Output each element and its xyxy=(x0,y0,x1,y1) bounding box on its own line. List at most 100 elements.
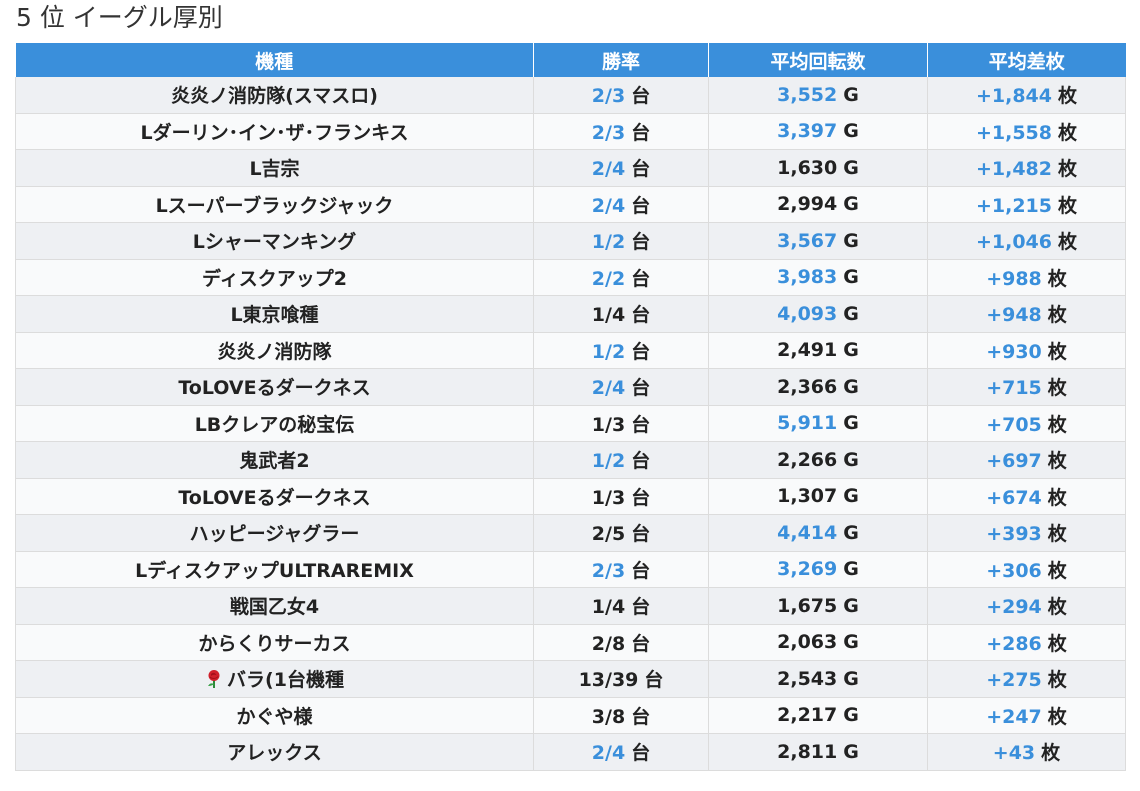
table-row[interactable]: 炎炎ノ消防隊 1/2 台 2,491 G +930 枚 xyxy=(15,332,1126,369)
win-rate-cell: 2/4 台 xyxy=(533,368,709,406)
table-row[interactable]: ディスクアップ2 2/2 台 3,983 G +988 枚 xyxy=(15,259,1126,296)
avg-diff-cell: +697 枚 xyxy=(927,441,1126,479)
header-model[interactable]: 機種 xyxy=(15,43,534,77)
avg-diff-value: +1,215 xyxy=(975,194,1052,217)
avg-spins-unit: G xyxy=(843,302,859,325)
win-rate-value: 2/4 xyxy=(591,377,626,400)
avg-diff-cell: +1,558 枚 xyxy=(927,113,1126,150)
avg-spins-cell: 1,307 G xyxy=(708,478,928,515)
win-rate-value: 2/8 xyxy=(591,632,626,655)
table-row[interactable]: バラ(1台機種 13/39 台 2,543 G +275 枚 xyxy=(15,660,1126,698)
model-name[interactable]: L東京喰種 xyxy=(230,304,319,327)
model-name[interactable]: アレックス xyxy=(227,742,322,765)
win-rate-value: 1/2 xyxy=(591,231,626,254)
win-rate-unit: 台 xyxy=(631,559,651,582)
model-name[interactable]: ToLOVEるダークネス xyxy=(178,377,371,400)
avg-spins-cell: 3,983 G xyxy=(708,259,928,296)
model-name[interactable]: ハッピージャグラー xyxy=(189,523,360,546)
win-rate-unit: 台 xyxy=(631,340,651,363)
header-avg-spins[interactable]: 平均回転数 xyxy=(708,43,928,77)
model-name[interactable]: Lダーリン･イン･ザ･フランキス xyxy=(140,121,409,144)
avg-diff-unit: 枚 xyxy=(1047,340,1067,363)
model-name[interactable]: からくりサーカス xyxy=(198,632,351,655)
avg-diff-value: +715 xyxy=(986,377,1042,400)
model-name[interactable]: 炎炎ノ消防隊 xyxy=(217,340,332,363)
avg-spins-cell: 2,217 G xyxy=(708,697,928,734)
model-name[interactable]: 戦国乙女4 xyxy=(229,596,320,619)
model-name[interactable]: Lスーパーブラックジャック xyxy=(155,194,394,217)
model-name[interactable]: バラ(1台機種 xyxy=(227,669,344,692)
header-win-rate[interactable]: 勝率 xyxy=(533,43,709,77)
win-rate-cell: 1/2 台 xyxy=(533,222,709,260)
model-name[interactable]: 炎炎ノ消防隊(スマスロ) xyxy=(171,85,378,108)
avg-spins-cell: 2,811 G xyxy=(708,733,928,771)
avg-spins-cell: 3,567 G xyxy=(708,222,928,260)
table-row[interactable]: ToLOVEるダークネス 1/3 台 1,307 G +674 枚 xyxy=(15,478,1126,515)
table-row[interactable]: 戦国乙女4 1/4 台 1,675 G +294 枚 xyxy=(15,587,1126,625)
win-rate-unit: 台 xyxy=(631,523,651,546)
model-name-cell: LBクレアの秘宝伝 xyxy=(15,405,534,442)
win-rate-cell: 1/2 台 xyxy=(533,332,709,369)
model-name-cell: LディスクアップULTRAREMIX xyxy=(15,551,534,588)
model-name[interactable]: L吉宗 xyxy=(249,158,300,181)
avg-diff-value: +930 xyxy=(986,340,1042,363)
header-avg-diff[interactable]: 平均差枚 xyxy=(927,43,1126,77)
table-row[interactable]: アレックス 2/4 台 2,811 G +43 枚 xyxy=(15,733,1126,771)
model-name[interactable]: かぐや様 xyxy=(236,705,313,728)
win-rate-cell: 1/4 台 xyxy=(533,587,709,625)
avg-spins-value: 2,063 xyxy=(777,631,838,654)
win-rate-unit: 台 xyxy=(631,450,651,473)
model-name[interactable]: ToLOVEるダークネス xyxy=(178,486,371,509)
win-rate-value: 2/3 xyxy=(591,559,626,582)
avg-diff-cell: +988 枚 xyxy=(927,259,1126,296)
win-rate-unit: 台 xyxy=(631,304,651,327)
model-name[interactable]: LBクレアの秘宝伝 xyxy=(194,413,355,436)
win-rate-value: 2/4 xyxy=(591,194,626,217)
avg-spins-value: 3,567 xyxy=(777,229,838,252)
win-rate-cell: 2/3 台 xyxy=(533,113,709,150)
table-row[interactable]: 炎炎ノ消防隊(スマスロ) 2/3 台 3,552 G +1,844 枚 xyxy=(15,77,1126,114)
win-rate-unit: 台 xyxy=(631,596,651,619)
model-name[interactable]: ディスクアップ2 xyxy=(202,267,347,290)
win-rate-cell: 2/4 台 xyxy=(533,149,709,187)
avg-diff-unit: 枚 xyxy=(1047,267,1067,290)
table-row[interactable]: ハッピージャグラー 2/5 台 4,414 G +393 枚 xyxy=(15,514,1126,552)
table-row[interactable]: LディスクアップULTRAREMIX 2/3 台 3,269 G +306 枚 xyxy=(15,551,1126,588)
win-rate-value: 1/2 xyxy=(591,340,626,363)
model-name-cell: Lスーパーブラックジャック xyxy=(15,186,534,223)
avg-spins-unit: G xyxy=(843,521,859,544)
model-name[interactable]: LディスクアップULTRAREMIX xyxy=(135,559,414,582)
avg-diff-unit: 枚 xyxy=(1047,596,1067,619)
model-name[interactable]: 鬼武者2 xyxy=(239,450,310,473)
avg-spins-unit: G xyxy=(843,120,859,143)
win-rate-unit: 台 xyxy=(631,267,651,290)
model-name-cell: ToLOVEるダークネス xyxy=(15,478,534,515)
table-row[interactable]: L吉宗 2/4 台 1,630 G +1,482 枚 xyxy=(15,149,1126,187)
table-row[interactable]: Lシャーマンキング 1/2 台 3,567 G +1,046 枚 xyxy=(15,222,1126,260)
model-name-cell: かぐや様 xyxy=(15,697,534,734)
model-name-cell: バラ(1台機種 xyxy=(15,660,534,698)
avg-diff-value: +705 xyxy=(986,413,1042,436)
avg-spins-value: 1,675 xyxy=(777,594,838,617)
table-row[interactable]: 鬼武者2 1/2 台 2,266 G +697 枚 xyxy=(15,441,1126,479)
avg-spins-cell: 1,675 G xyxy=(708,587,928,625)
avg-diff-cell: +393 枚 xyxy=(927,514,1126,552)
table-row[interactable]: かぐや様 3/8 台 2,217 G +247 枚 xyxy=(15,697,1126,734)
win-rate-unit: 台 xyxy=(631,377,651,400)
avg-spins-value: 2,266 xyxy=(777,448,838,471)
model-ranking-table: 機種 勝率 平均回転数 平均差枚 炎炎ノ消防隊(スマスロ) 2/3 台 3,552 G +… xyxy=(15,43,1126,771)
model-name[interactable]: Lシャーマンキング xyxy=(192,231,357,254)
avg-spins-value: 1,307 xyxy=(777,485,838,508)
table-row[interactable]: ToLOVEるダークネス 2/4 台 2,366 G +715 枚 xyxy=(15,368,1126,406)
win-rate-cell: 2/3 台 xyxy=(533,77,709,114)
avg-spins-value: 5,911 xyxy=(777,412,838,435)
table-row[interactable]: Lスーパーブラックジャック 2/4 台 2,994 G +1,215 枚 xyxy=(15,186,1126,223)
avg-diff-cell: +275 枚 xyxy=(927,660,1126,698)
model-name-cell: L東京喰種 xyxy=(15,295,534,333)
table-row[interactable]: からくりサーカス 2/8 台 2,063 G +286 枚 xyxy=(15,624,1126,661)
table-row[interactable]: LBクレアの秘宝伝 1/3 台 5,911 G +705 枚 xyxy=(15,405,1126,442)
table-row[interactable]: L東京喰種 1/4 台 4,093 G +948 枚 xyxy=(15,295,1126,333)
avg-diff-value: +674 xyxy=(986,486,1042,509)
table-row[interactable]: Lダーリン･イン･ザ･フランキス 2/3 台 3,397 G +1,558 枚 xyxy=(15,113,1126,150)
avg-diff-unit: 枚 xyxy=(1047,523,1067,546)
